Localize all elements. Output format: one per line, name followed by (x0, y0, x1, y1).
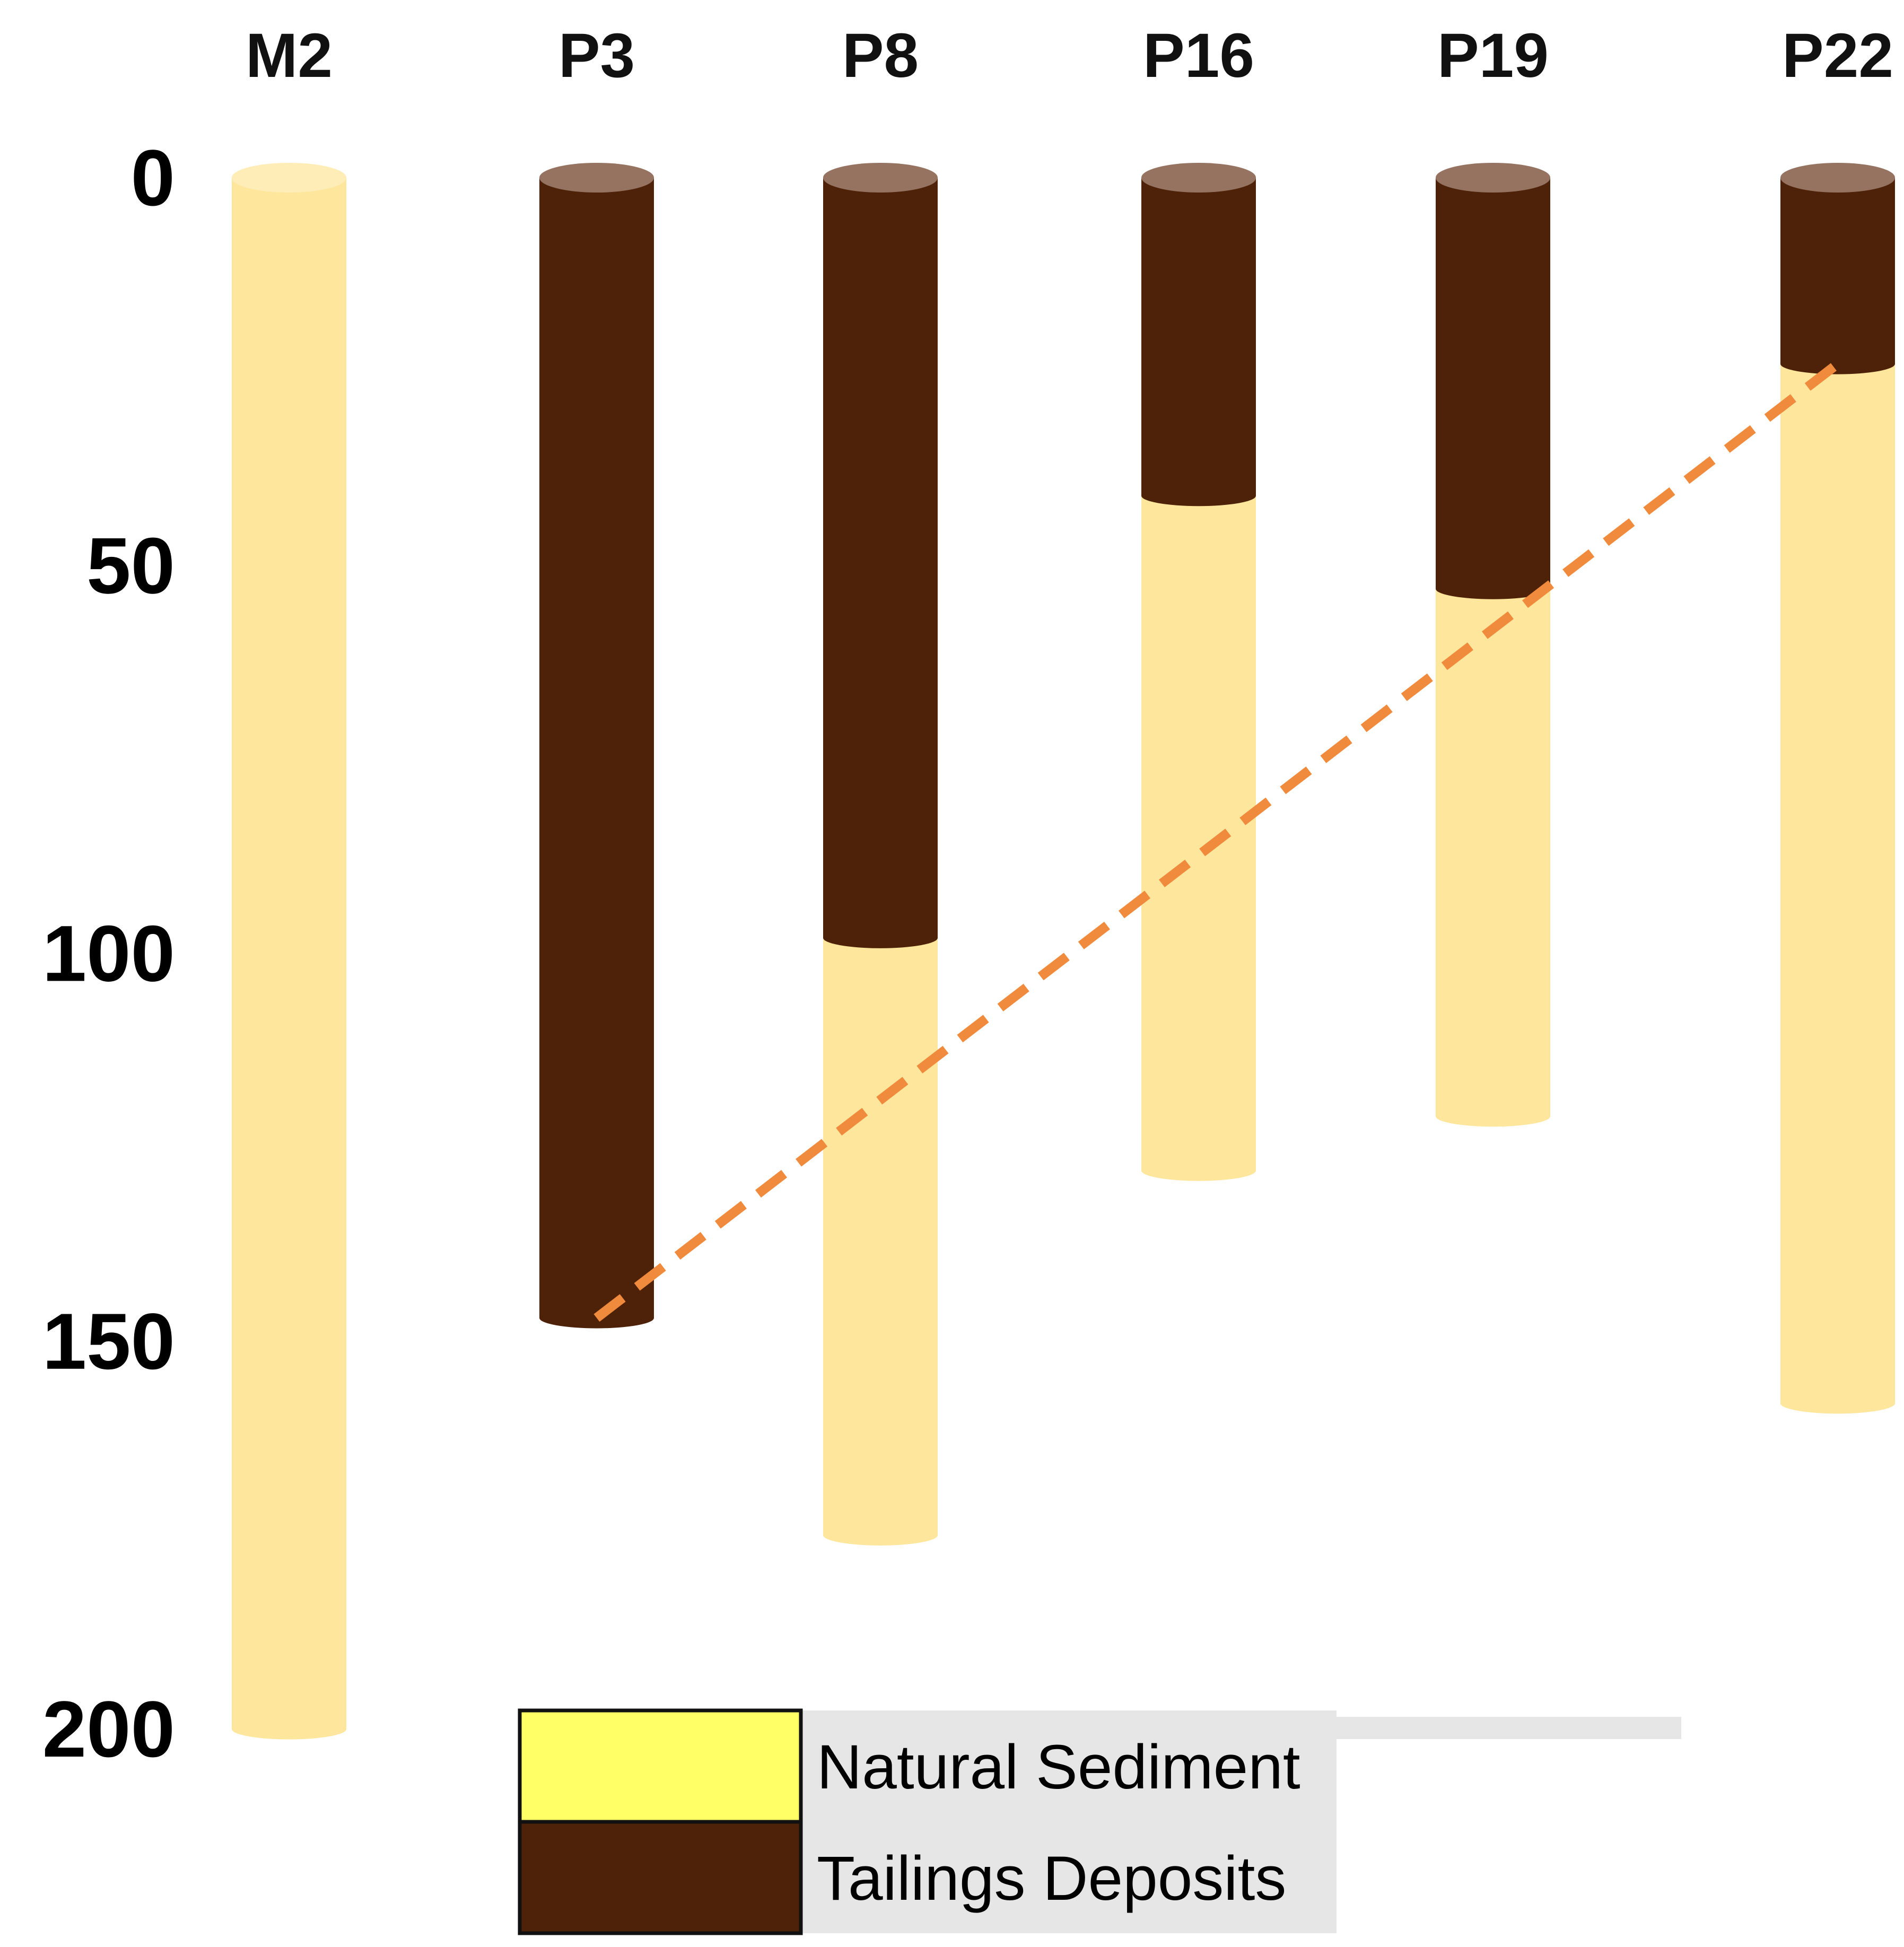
tailings-bottom (823, 927, 938, 948)
y-tick-label: 200 (42, 1684, 175, 1774)
core-label: P22 (1782, 21, 1893, 91)
natural-sediment-bottom (823, 1524, 938, 1546)
core-label: P8 (842, 21, 919, 91)
core-p16: P16 (1141, 21, 1256, 1181)
tailings-top-cap (823, 163, 938, 193)
tailings-bottom (1436, 578, 1550, 599)
natural-sediment-bottom (1141, 1160, 1256, 1181)
legend-shadow-bar (1337, 1717, 1681, 1739)
tailings-top-cap (1780, 163, 1895, 193)
y-tick-label: 100 (42, 909, 175, 998)
natural-sediment-bottom (1780, 1393, 1895, 1414)
legend-swatch (518, 1708, 803, 1824)
core-m2: M2 (232, 21, 346, 1740)
natural-sediment-top-cap (232, 163, 346, 193)
natural-sediment-segment (1436, 589, 1550, 1116)
core-label: P16 (1143, 21, 1254, 91)
core-p19: P19 (1436, 21, 1550, 1127)
legend: Natural Sediment Tailings Deposits (518, 1708, 1681, 1935)
legend-background (801, 1710, 1337, 1933)
natural-sediment-bottom (232, 1718, 346, 1740)
core-p22: P22 (1780, 21, 1895, 1414)
y-axis-ticks: 0 50 100 150 200 (42, 133, 175, 1774)
natural-sediment-segment (232, 178, 346, 1729)
tailings-segment (1436, 178, 1550, 589)
tailings-segment (1780, 178, 1895, 364)
y-tick-label: 50 (86, 521, 175, 610)
tailings-top-cap (539, 163, 654, 193)
y-tick-label: 0 (131, 133, 175, 222)
legend-label: Natural Sediment (817, 1732, 1300, 1802)
trend-line (593, 360, 1841, 1322)
natural-sediment-segment (1780, 364, 1895, 1403)
core-p3: P3 (539, 21, 654, 1329)
tailings-segment (823, 178, 938, 938)
natural-sediment-segment (1141, 495, 1256, 1171)
core-label: P3 (558, 21, 635, 91)
tailings-segment (1141, 178, 1256, 496)
natural-sediment-segment (823, 938, 938, 1535)
tailings-bottom (1780, 353, 1895, 374)
legend-label: Tailings Deposits (817, 1844, 1286, 1914)
tailings-segment (539, 178, 654, 1318)
y-tick-label: 150 (42, 1297, 175, 1386)
tailings-bottom (1141, 485, 1256, 507)
core-p8: P8 (823, 21, 938, 1546)
core-label: M2 (246, 21, 333, 91)
core-columns: M2 P3 P8 P16 P19 P22 (232, 21, 1895, 1740)
natural-sediment-bottom (1436, 1106, 1550, 1127)
tailings-top-cap (1141, 163, 1256, 193)
legend-swatch (518, 1820, 803, 1935)
tailings-top-cap (1436, 163, 1550, 193)
trend-line-layer (593, 360, 1841, 1322)
core-label: P19 (1437, 21, 1549, 91)
